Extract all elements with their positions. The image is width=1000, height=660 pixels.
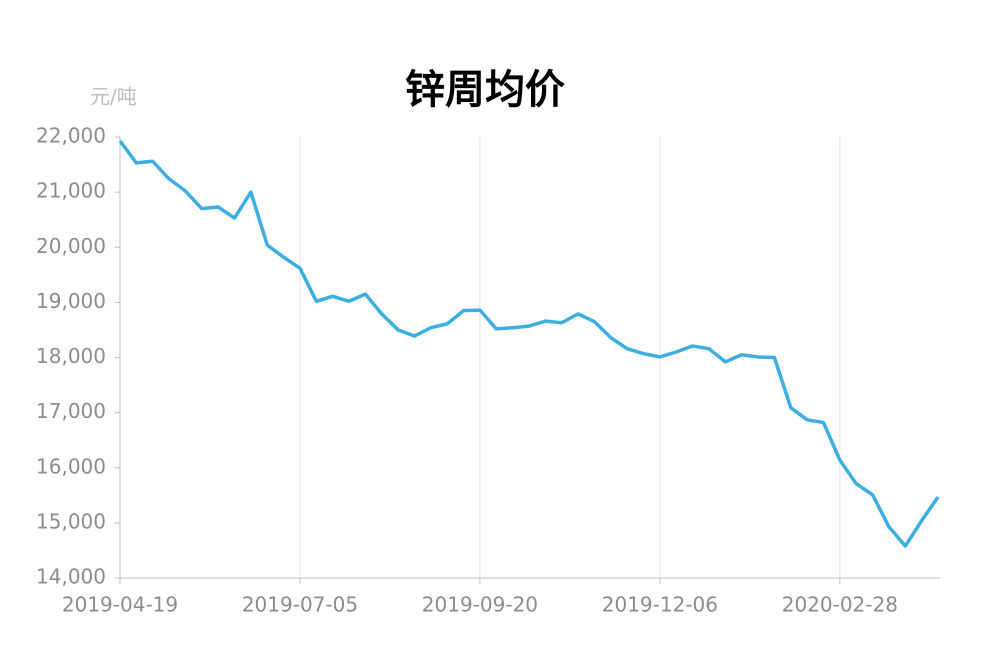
x-tick-label: 2020-02-28 (782, 593, 898, 617)
y-tick-label: 17,000 (36, 399, 106, 423)
line (118, 139, 940, 548)
x-tick-label: 2019-09-20 (422, 593, 538, 617)
y-tick-label: 21,000 (36, 179, 106, 203)
x-tick-label: 2019-12-06 (602, 593, 718, 617)
y-tick-label: 20,000 (36, 234, 106, 258)
y-axis-unit: 元/吨 (90, 85, 137, 109)
x-tick-label: 2019-07-05 (242, 593, 358, 617)
y-tick-label: 15,000 (36, 509, 106, 533)
y-tick-label: 14,000 (36, 565, 106, 589)
x-tick-label: 2019-04-19 (62, 593, 178, 617)
y-tick-label: 16,000 (36, 454, 106, 478)
y-tick-label: 19,000 (36, 289, 106, 313)
chart-title: 锌周均价 (405, 67, 565, 113)
y-tick-label: 22,000 (36, 124, 106, 148)
y-tick-label: 18,000 (36, 344, 106, 368)
